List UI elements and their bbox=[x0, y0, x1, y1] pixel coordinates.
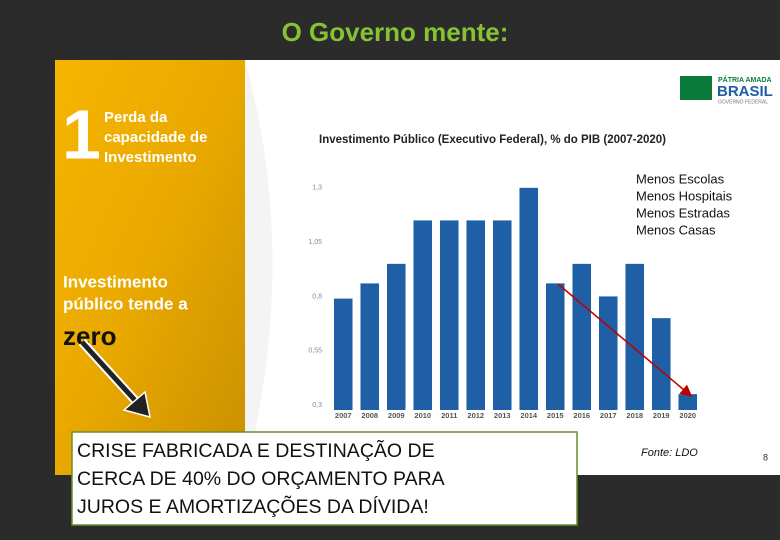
yellow-panel bbox=[55, 60, 245, 475]
x-tick-label: 2013 bbox=[494, 411, 511, 420]
callout-text: Menos Casas bbox=[636, 222, 716, 237]
x-tick-label: 2009 bbox=[388, 411, 405, 420]
x-tick-label: 2015 bbox=[547, 411, 564, 420]
panel-number: 1 bbox=[62, 95, 101, 173]
page-number: 8 bbox=[763, 452, 768, 462]
text-box bbox=[71, 431, 578, 526]
bar bbox=[678, 394, 698, 410]
x-tick-label: 2011 bbox=[441, 411, 457, 420]
y-tick-label: 1,05 bbox=[308, 239, 322, 246]
bar bbox=[545, 283, 565, 410]
logo-text: BRASIL bbox=[717, 83, 773, 100]
y-tick-label: 1,3 bbox=[312, 185, 322, 192]
x-tick-label: 2007 bbox=[335, 411, 352, 420]
callout-box bbox=[628, 168, 750, 242]
bar bbox=[598, 296, 618, 410]
y-tick-label: 0,8 bbox=[312, 293, 322, 300]
panel-curve bbox=[245, 60, 273, 475]
y-tick-label: 0,3 bbox=[312, 402, 322, 409]
bar bbox=[386, 263, 406, 410]
callout-text: Menos Estradas bbox=[636, 205, 730, 220]
bar bbox=[360, 283, 380, 410]
source: Fonte: LDO bbox=[641, 447, 698, 459]
logo-text: PÁTRIA AMADA bbox=[718, 75, 772, 84]
x-tick-label: 2012 bbox=[467, 411, 484, 420]
box-text: CRISE FABRICADA E DESTINAÇÃO DE bbox=[77, 438, 435, 462]
callout-text: Menos Hospitais bbox=[636, 188, 733, 203]
arrow bbox=[80, 340, 144, 410]
box-text: JUROS E AMORTIZAÇÕES DA DÍVIDA! bbox=[77, 494, 429, 518]
panel-heading: capacidade de bbox=[104, 129, 207, 146]
chart-title: Investimento Público (Executivo Federal)… bbox=[319, 134, 666, 146]
callout-text: Menos Escolas bbox=[636, 171, 725, 186]
trend-arrow bbox=[557, 283, 693, 397]
bar bbox=[492, 220, 512, 410]
x-tick-label: 2016 bbox=[573, 411, 590, 420]
logo-text: GOVERNO FEDERAL bbox=[718, 99, 768, 105]
bar bbox=[651, 318, 671, 410]
bar bbox=[466, 220, 486, 410]
box-text: CERCA DE 40% DO ORÇAMENTO PARA bbox=[77, 468, 445, 490]
panel-text: Investimento bbox=[63, 272, 168, 291]
panel-text: público tende a bbox=[63, 294, 188, 313]
bar bbox=[625, 263, 645, 410]
y-tick-label: 0,55 bbox=[308, 348, 322, 355]
x-tick-label: 2008 bbox=[361, 411, 378, 420]
x-tick-label: 2017 bbox=[600, 411, 617, 420]
bar bbox=[439, 220, 459, 410]
x-tick-label: 2014 bbox=[520, 411, 538, 420]
bar bbox=[572, 263, 592, 410]
bar bbox=[519, 187, 539, 410]
arrow-head bbox=[122, 390, 151, 419]
logo-flag bbox=[680, 76, 712, 100]
panel-heading: Investimento bbox=[104, 149, 197, 166]
x-tick-label: 2018 bbox=[626, 411, 643, 420]
panel-heading: Perda da bbox=[104, 109, 168, 126]
x-tick-label: 2010 bbox=[414, 411, 431, 420]
x-tick-label: 2020 bbox=[679, 411, 696, 420]
bar bbox=[333, 298, 353, 410]
slide-title: O Governo mente: bbox=[282, 17, 509, 47]
bar bbox=[413, 220, 433, 410]
x-tick-label: 2019 bbox=[653, 411, 670, 420]
